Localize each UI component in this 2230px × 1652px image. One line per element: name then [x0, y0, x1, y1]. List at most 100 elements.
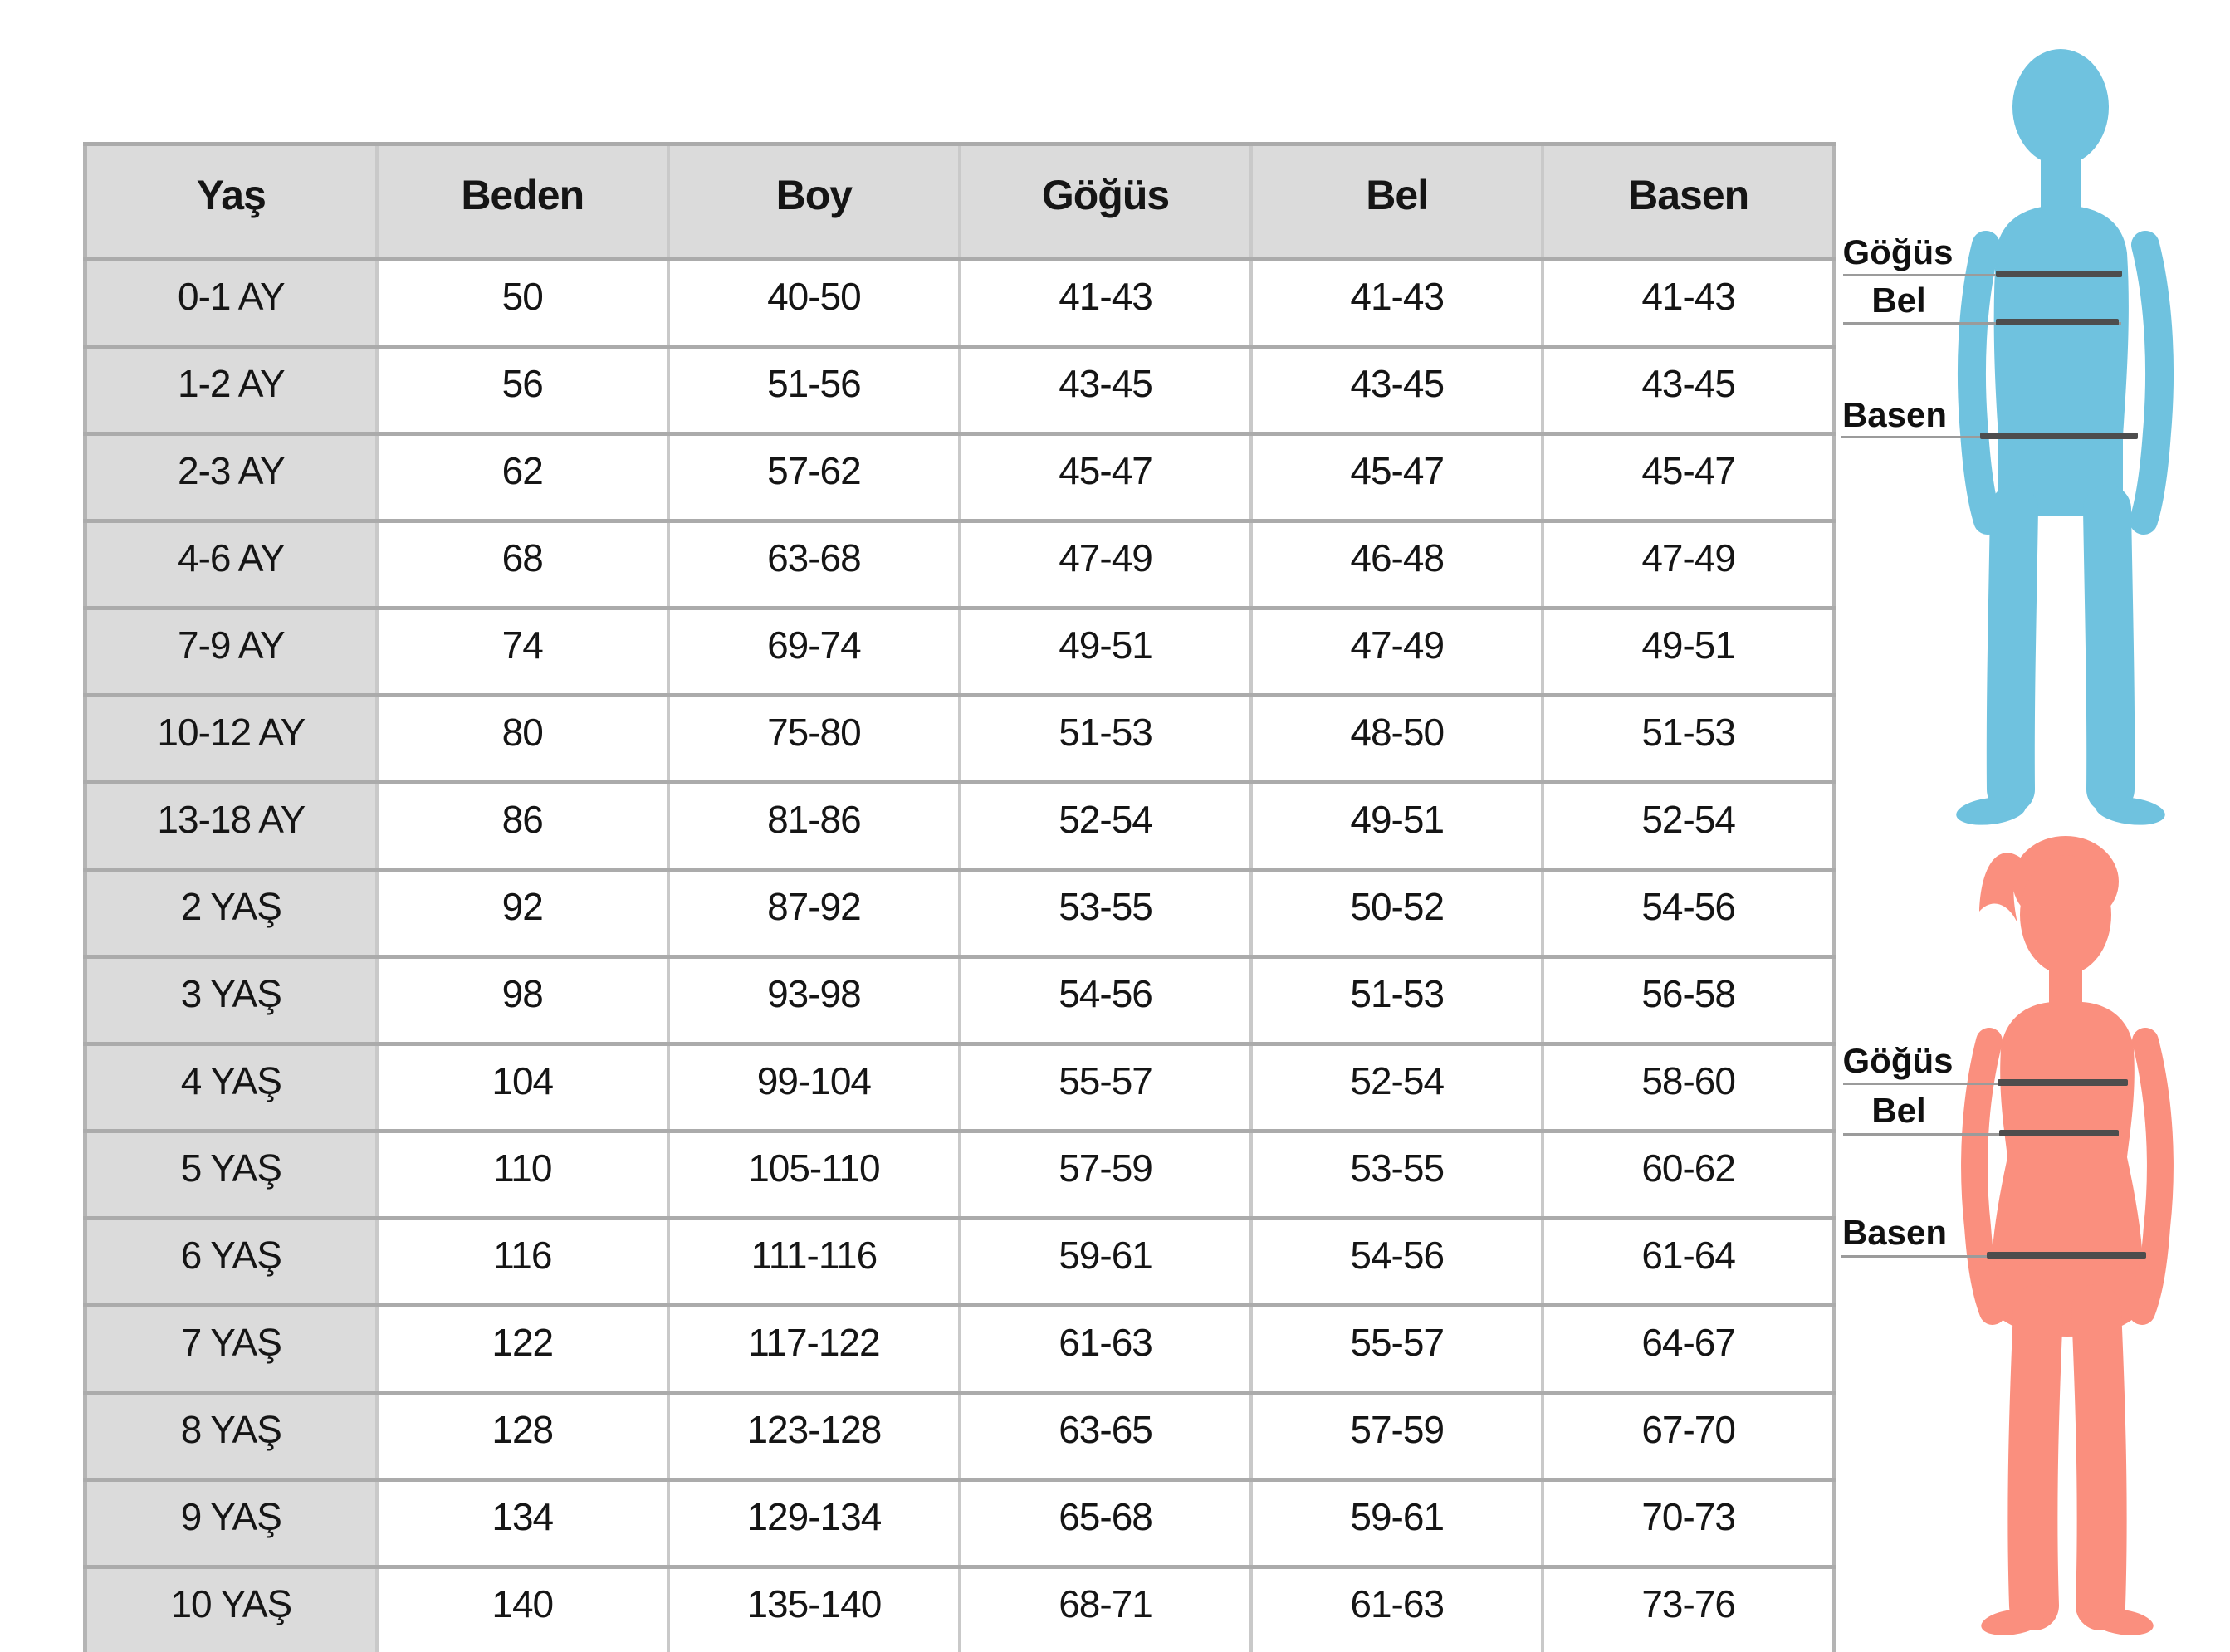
value-cell: 99-104 [666, 1042, 960, 1131]
table-row: 8 YAŞ 128 123-128 63-65 57-59 67-70 [83, 1391, 1835, 1480]
age-cell: 8 YAŞ [83, 1391, 377, 1480]
table-row: 7-9 AY 74 69-74 49-51 47-49 49-51 [83, 606, 1835, 696]
value-cell: 80 [374, 693, 668, 783]
value-cell: 61-63 [1249, 1565, 1543, 1652]
value-cell: 104 [374, 1042, 668, 1131]
girl-waist-label: Bel [1871, 1091, 1926, 1130]
table-row: 2-3 AY 62 57-62 45-47 45-47 45-47 [83, 432, 1835, 521]
value-cell: 51-53 [1249, 955, 1543, 1044]
boy-waist-measure-line [1996, 319, 2119, 325]
age-cell: 7-9 AY [83, 606, 377, 696]
value-cell: 43-45 [1249, 345, 1543, 434]
column-header: Yaş [83, 142, 377, 260]
girl-waist-measure-line [1999, 1130, 2119, 1136]
value-cell: 129-134 [666, 1478, 960, 1567]
value-cell: 50 [374, 257, 668, 347]
value-cell: 63-68 [666, 519, 960, 609]
value-cell: 81-86 [666, 780, 960, 870]
age-cell: 5 YAŞ [83, 1129, 377, 1219]
value-cell: 59-61 [1249, 1478, 1543, 1567]
age-cell: 10 YAŞ [83, 1565, 377, 1652]
value-cell: 122 [374, 1303, 668, 1393]
value-cell: 43-45 [1541, 345, 1835, 434]
value-cell: 41-43 [1249, 257, 1543, 347]
table-row: 7 YAŞ 122 117-122 61-63 55-57 64-67 [83, 1303, 1835, 1393]
column-header: Beden [374, 142, 668, 260]
table-row: 3 YAŞ 98 93-98 54-56 51-53 56-58 [83, 955, 1835, 1044]
age-cell: 3 YAŞ [83, 955, 377, 1044]
value-cell: 75-80 [666, 693, 960, 783]
age-cell: 2-3 AY [83, 432, 377, 521]
girl-hip-measure-line [1987, 1252, 2146, 1259]
value-cell: 49-51 [1249, 780, 1543, 870]
value-cell: 54-56 [1541, 868, 1835, 957]
value-cell: 57-59 [957, 1129, 1252, 1219]
value-cell: 134 [374, 1478, 668, 1567]
value-cell: 55-57 [957, 1042, 1252, 1131]
girl-figure [1934, 832, 2184, 1650]
value-cell: 53-55 [1249, 1129, 1543, 1219]
size-chart-table: Yaş Beden Boy Göğüs Bel Basen 0-1 AY 50 40-50 41… [83, 142, 1836, 1652]
table-row: 10 YAŞ 140 135-140 68-71 61-63 73-76 [83, 1565, 1835, 1652]
table-row: 10-12 AY 80 75-80 51-53 48-50 51-53 [83, 693, 1835, 783]
value-cell: 135-140 [666, 1565, 960, 1652]
value-cell: 117-122 [666, 1303, 960, 1393]
boy-waist-label: Bel [1871, 281, 1926, 320]
value-cell: 45-47 [957, 432, 1252, 521]
value-cell: 47-49 [957, 519, 1252, 609]
value-cell: 51-53 [957, 693, 1252, 783]
value-cell: 110 [374, 1129, 668, 1219]
value-cell: 46-48 [1249, 519, 1543, 609]
value-cell: 45-47 [1249, 432, 1543, 521]
age-cell: 10-12 AY [83, 693, 377, 783]
column-header: Bel [1249, 142, 1543, 260]
value-cell: 54-56 [957, 955, 1252, 1044]
value-cell: 93-98 [666, 955, 960, 1044]
age-cell: 4 YAŞ [83, 1042, 377, 1131]
value-cell: 41-43 [1541, 257, 1835, 347]
value-cell: 53-55 [957, 868, 1252, 957]
boy-hip-measure-line [1980, 433, 2138, 439]
header-row: Yaş Beden Boy Göğüs Bel Basen [83, 142, 1835, 260]
value-cell: 123-128 [666, 1391, 960, 1480]
column-header: Göğüs [957, 142, 1252, 260]
age-cell: 9 YAŞ [83, 1478, 377, 1567]
girl-chest-measure-line [1998, 1079, 2128, 1086]
age-cell: 1-2 AY [83, 345, 377, 434]
boy-chest-measure-line [1996, 271, 2122, 277]
value-cell: 61-63 [957, 1303, 1252, 1393]
value-cell: 58-60 [1541, 1042, 1835, 1131]
age-cell: 7 YAŞ [83, 1303, 377, 1393]
table-row: 1-2 AY 56 51-56 43-45 43-45 43-45 [83, 345, 1835, 434]
column-header: Basen [1541, 142, 1835, 260]
value-cell: 48-50 [1249, 693, 1543, 783]
value-cell: 69-74 [666, 606, 960, 696]
value-cell: 51-56 [666, 345, 960, 434]
value-cell: 57-62 [666, 432, 960, 521]
value-cell: 105-110 [666, 1129, 960, 1219]
girl-hip-label: Basen [1841, 1213, 1948, 1252]
value-cell: 116 [374, 1216, 668, 1306]
value-cell: 57-59 [1249, 1391, 1543, 1480]
value-cell: 86 [374, 780, 668, 870]
value-cell: 62 [374, 432, 668, 521]
age-cell: 0-1 AY [83, 257, 377, 347]
value-cell: 70-73 [1541, 1478, 1835, 1567]
value-cell: 52-54 [957, 780, 1252, 870]
value-cell: 128 [374, 1391, 668, 1480]
value-cell: 52-54 [1541, 780, 1835, 870]
value-cell: 50-52 [1249, 868, 1543, 957]
value-cell: 49-51 [1541, 606, 1835, 696]
value-cell: 61-64 [1541, 1216, 1835, 1306]
table-row: 4 YAŞ 104 99-104 55-57 52-54 58-60 [83, 1042, 1835, 1131]
boy-chest-guide-line [1843, 274, 2122, 276]
value-cell: 67-70 [1541, 1391, 1835, 1480]
age-cell: 4-6 AY [83, 519, 377, 609]
boy-figure [1944, 46, 2187, 836]
table-row: 6 YAŞ 116 111-116 59-61 54-56 61-64 [83, 1216, 1835, 1306]
value-cell: 49-51 [957, 606, 1252, 696]
table-row: 4-6 AY 68 63-68 47-49 46-48 47-49 [83, 519, 1835, 609]
value-cell: 55-57 [1249, 1303, 1543, 1393]
table-row: 2 YAŞ 92 87-92 53-55 50-52 54-56 [83, 868, 1835, 957]
